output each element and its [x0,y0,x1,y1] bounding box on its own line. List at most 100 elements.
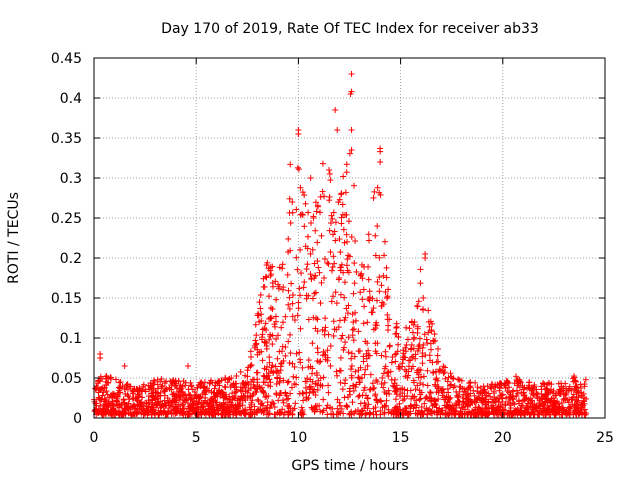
data-point [499,398,506,405]
data-point [321,275,328,282]
data-point [355,328,362,335]
data-point [302,243,309,250]
data-point [324,411,331,418]
data-point [431,331,438,338]
data-point [150,381,157,388]
data-point [399,397,406,404]
y-axis-label: ROTI / TECUs [6,192,22,284]
data-point [412,386,419,393]
data-point [374,278,381,285]
data-point [301,192,308,199]
data-point [341,394,348,401]
data-point [350,182,357,189]
data-point [308,220,315,227]
data-point [401,386,408,393]
data-point [384,294,391,301]
data-point [473,399,480,406]
data-point [370,385,377,392]
data-point [348,233,355,240]
data-point [328,212,335,219]
grid-lines [94,58,605,418]
data-point [259,357,266,364]
data-point [346,150,353,157]
data-point [361,399,368,406]
data-point [293,381,300,388]
data-point [427,390,434,397]
data-point [334,405,341,412]
data-point [266,293,273,300]
data-point [336,235,343,242]
data-point [176,394,183,401]
data-point [543,385,550,392]
data-point [428,328,435,335]
data-point [432,376,439,383]
data-point [563,391,570,398]
data-point [228,375,235,382]
data-point [274,355,281,362]
data-point [295,166,302,173]
data-point [420,373,427,380]
data-point [287,219,294,226]
data-point [276,264,283,271]
data-point [317,209,324,216]
data-point [305,364,312,371]
data-point [321,255,328,262]
data-point [381,238,388,245]
data-point [322,315,329,322]
data-point [325,382,332,389]
data-point [423,336,430,343]
data-point [266,376,273,383]
data-point [435,345,442,352]
data-point [327,362,334,369]
data-point [251,403,258,410]
data-point [258,384,265,391]
data-point [371,188,378,195]
data-point [504,387,511,394]
data-point [363,355,370,362]
data-point [410,377,417,384]
data-point [421,331,428,338]
data-point [288,280,295,287]
data-point [229,390,236,397]
data-point [404,336,411,343]
data-point [260,372,267,379]
data-point [378,352,385,359]
data-point [344,403,351,410]
data-point [337,264,344,271]
data-point [461,388,468,395]
data-point [282,352,289,359]
data-point [261,373,268,380]
data-point [355,374,362,381]
data-point [383,397,390,404]
data-point [179,402,186,409]
data-point [432,401,439,408]
data-point [372,232,379,239]
data-point [347,366,354,373]
data-point [342,189,349,196]
data-point [352,368,359,375]
data-point [358,375,365,382]
data-point [382,353,389,360]
data-point [158,376,165,383]
data-point [279,343,286,350]
data-point [427,389,434,396]
data-point [406,325,413,332]
data-point [344,310,351,317]
data-point [425,318,432,325]
data-point [320,348,327,355]
data-point [341,294,348,301]
data-point [413,404,420,411]
data-point [369,380,376,387]
data-point [424,340,431,347]
data-point [221,394,228,401]
data-point [162,386,169,393]
data-point [122,390,129,397]
data-point [275,370,282,377]
data-point [384,316,391,323]
data-point [269,399,276,406]
data-point [569,394,576,401]
data-point [152,389,159,396]
data-point [289,360,296,367]
data-point [376,274,383,281]
